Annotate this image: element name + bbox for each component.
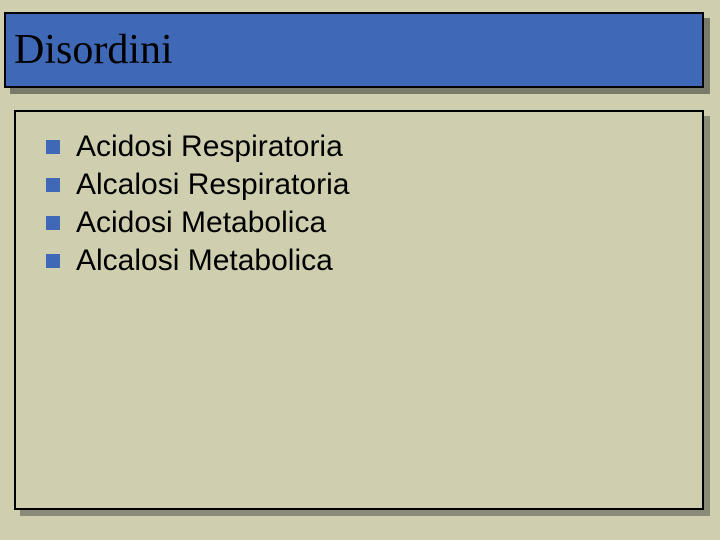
list-item-label: Acidosi Respiratoria (76, 130, 343, 164)
slide-title: Disordini (14, 26, 173, 74)
square-bullet-icon (46, 178, 60, 192)
list-item: Alcalosi Respiratoria (46, 168, 702, 202)
slide: Disordini Acidosi Respiratoria Alcalosi … (0, 0, 720, 540)
title-bar: Disordini (4, 12, 704, 88)
list-item: Acidosi Respiratoria (46, 130, 702, 164)
square-bullet-icon (46, 140, 60, 154)
square-bullet-icon (46, 216, 60, 230)
list-item-label: Acidosi Metabolica (76, 206, 326, 240)
list-item: Alcalosi Metabolica (46, 244, 702, 278)
list-item-label: Alcalosi Respiratoria (76, 168, 349, 202)
list-item-label: Alcalosi Metabolica (76, 244, 333, 278)
bullet-list: Acidosi Respiratoria Alcalosi Respirator… (46, 130, 702, 278)
body-panel: Acidosi Respiratoria Alcalosi Respirator… (14, 110, 704, 510)
square-bullet-icon (46, 254, 60, 268)
list-item: Acidosi Metabolica (46, 206, 702, 240)
